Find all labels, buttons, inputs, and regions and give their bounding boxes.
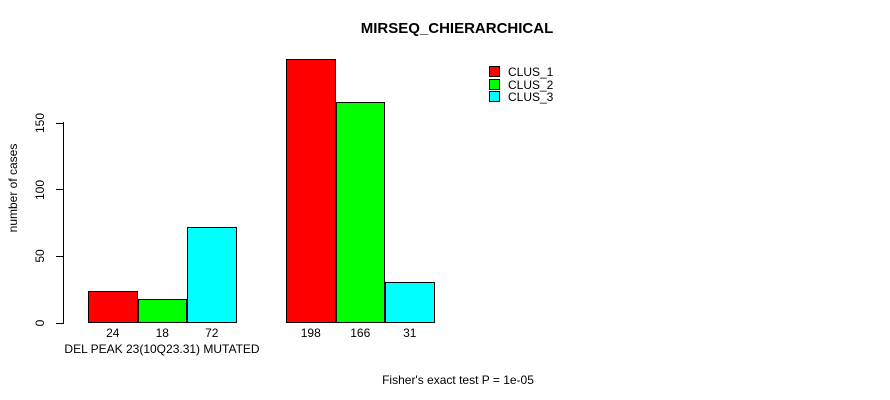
caption: Fisher's exact test P = 1e-05 — [382, 373, 534, 387]
y-axis-tick — [56, 122, 63, 124]
y-axis-tick — [56, 255, 63, 257]
bar-value-label: 198 — [300, 326, 321, 340]
y-axis-tick — [56, 322, 63, 324]
y-axis-line — [63, 122, 64, 324]
legend-swatch-clus_2 — [489, 78, 500, 90]
legend-label-clus_2: CLUS_2 — [508, 77, 554, 92]
x-axis-group-label: DEL PEAK 23(10Q23.31) MUTATED — [64, 342, 260, 356]
bar-value-label: 166 — [350, 326, 371, 340]
y-axis-label: number of cases — [6, 143, 20, 233]
legend-label-clus_3: CLUS_3 — [508, 90, 554, 104]
bar-clus_2-group2 — [335, 101, 385, 323]
bar-clus_3-group2 — [385, 281, 435, 323]
y-axis-tick-label: 50 — [33, 249, 47, 264]
y-axis-tick-label: 0 — [33, 319, 47, 327]
y-axis-tick-label: 100 — [33, 179, 47, 200]
bar-clus_1-group2 — [286, 59, 336, 323]
bar-value-label: 31 — [403, 326, 417, 340]
legend-label-clus_1: CLUS_1 — [508, 65, 554, 79]
bar-value-label: 72 — [205, 326, 219, 340]
bar-clus_2-group1 — [137, 299, 187, 323]
bar-value-label: 18 — [155, 326, 169, 340]
legend-swatch-clus_3 — [489, 91, 500, 102]
bar-clus_1-group1 — [88, 291, 138, 323]
y-axis-tick — [56, 189, 63, 191]
y-axis-tick-label: 150 — [33, 112, 47, 134]
chart-title: MIRSEQ_CHIERARCHICAL — [360, 20, 554, 37]
legend-swatch-clus_1 — [489, 66, 500, 77]
bar-value-label: 24 — [106, 326, 120, 340]
bar-clus_3-group1 — [187, 227, 237, 323]
